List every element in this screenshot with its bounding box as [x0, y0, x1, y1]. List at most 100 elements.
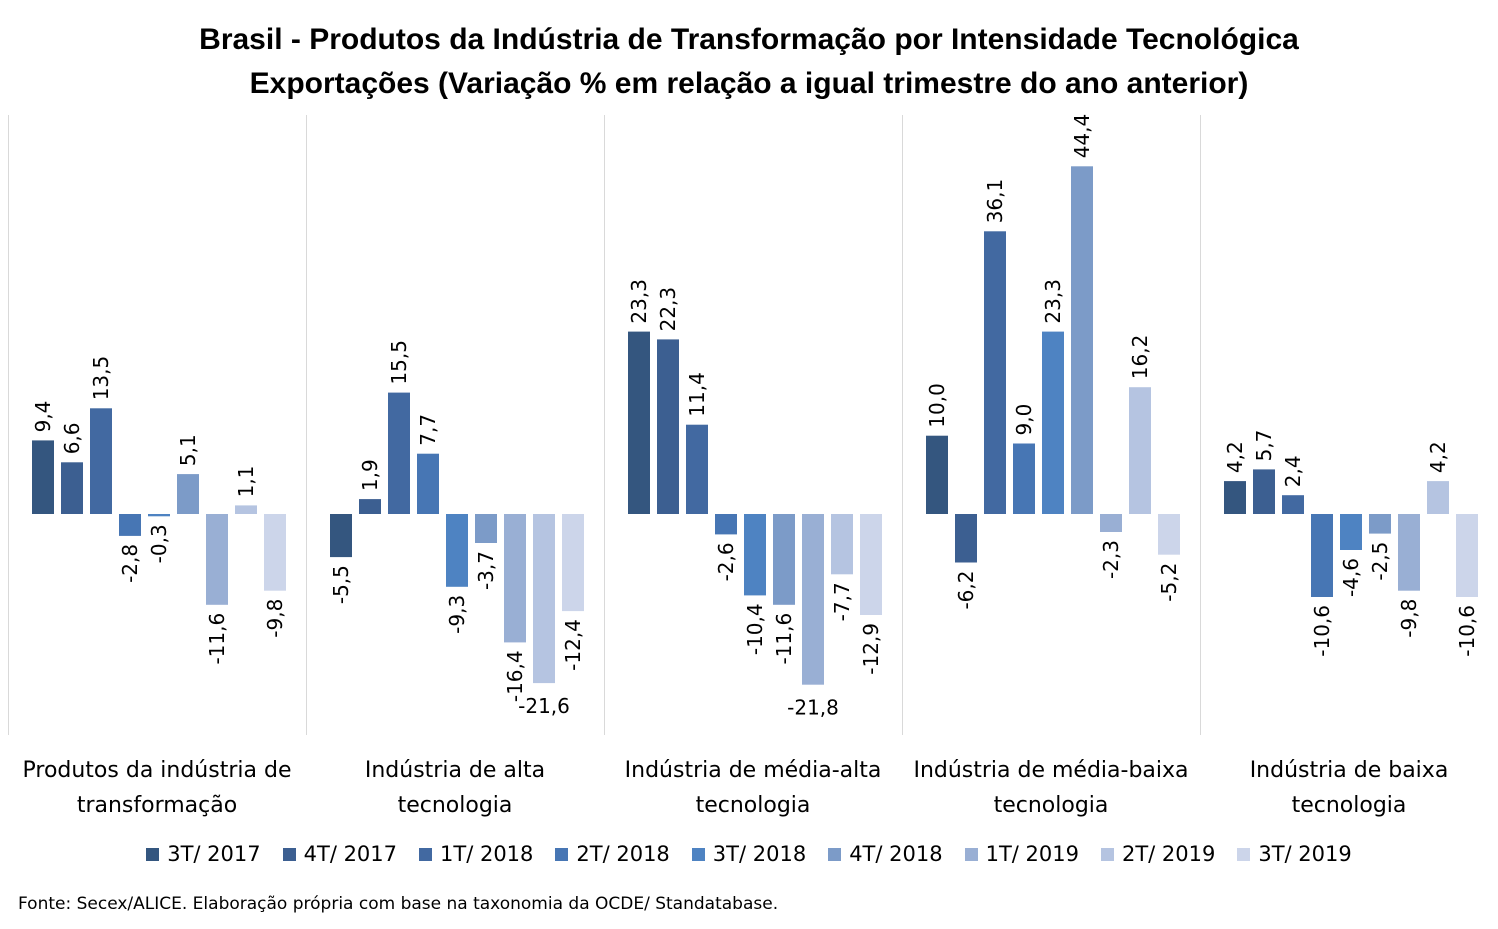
legend-label: 4T/ 2017 — [303, 842, 398, 866]
bar — [1013, 443, 1035, 514]
data-label: -12,4 — [561, 619, 585, 671]
legend-swatch — [1237, 847, 1251, 861]
bar — [1427, 481, 1449, 514]
data-label: 5,7 — [1252, 430, 1276, 462]
data-label: 23,3 — [627, 279, 651, 324]
category-label: Indústria de baixa — [1250, 758, 1449, 783]
bar — [1253, 469, 1275, 514]
legend-swatch — [691, 847, 705, 861]
bar — [831, 514, 853, 575]
bar — [628, 331, 650, 514]
category-label: Indústria de média-alta — [625, 758, 882, 783]
data-label: 5,1 — [176, 434, 200, 466]
bar — [1398, 514, 1420, 591]
data-label: 1,1 — [234, 466, 258, 498]
data-label: -5,5 — [329, 565, 353, 604]
category-label: tecnologia — [994, 793, 1109, 818]
legend-label: 4T/ 2018 — [849, 842, 943, 866]
bar — [860, 514, 882, 615]
data-label: -3,7 — [474, 551, 498, 590]
bar — [177, 474, 199, 514]
legend-swatch — [419, 847, 433, 861]
category-label: Indústria de alta — [365, 758, 545, 783]
bar — [955, 514, 977, 563]
data-label: -2,5 — [1368, 542, 1392, 581]
data-label: 15,5 — [387, 340, 411, 385]
data-label: 9,4 — [31, 401, 55, 433]
bar — [1456, 514, 1478, 597]
data-label: 4,2 — [1426, 441, 1450, 473]
category-label: tecnologia — [398, 793, 513, 818]
bar — [32, 440, 54, 514]
chart-title: Brasil - Produtos da Indústria de Transf… — [0, 18, 1498, 106]
data-label: -16,4 — [503, 650, 527, 702]
legend-swatch — [1100, 847, 1114, 861]
bar — [504, 514, 526, 643]
data-label: -0,3 — [147, 524, 171, 563]
data-label: 36,1 — [983, 179, 1007, 224]
data-label: 1,9 — [358, 459, 382, 491]
bar — [686, 424, 708, 514]
data-label: -12,9 — [859, 623, 883, 675]
data-label: 13,5 — [89, 356, 113, 401]
source-note: Fonte: Secex/ALICE. Elaboração própria c… — [18, 894, 779, 914]
data-label: 7,7 — [416, 414, 440, 446]
chart-subtitle: Exportações (Variação % em relação a igu… — [249, 67, 1249, 100]
legend-swatch — [555, 847, 569, 861]
legend-swatch — [964, 847, 978, 861]
legend-swatch — [828, 847, 842, 861]
bar — [119, 514, 141, 536]
bar — [148, 514, 170, 517]
legend-item: 2T/ 2018 — [555, 842, 670, 866]
category-label: Produtos da indústria de — [23, 758, 292, 783]
legend-item: 1T/ 2018 — [419, 842, 533, 866]
bar — [1158, 514, 1180, 555]
data-label: -2,6 — [714, 542, 738, 581]
legend-label: 2T/ 2019 — [1121, 842, 1216, 866]
bar — [533, 514, 555, 684]
chart-title-line-1: Brasil - Produtos da Indústria de Transf… — [199, 23, 1299, 56]
data-label: -21,6 — [518, 694, 570, 718]
legend-item: 1T/ 2019 — [964, 842, 1079, 866]
data-label: 6,6 — [60, 422, 84, 454]
bar — [1311, 514, 1333, 597]
data-label: 11,4 — [685, 372, 709, 417]
bar — [417, 453, 439, 514]
bar — [657, 339, 679, 514]
bar — [330, 514, 352, 558]
bar — [90, 408, 112, 514]
data-label: 44,4 — [1070, 114, 1094, 159]
bar-chart: 9,46,613,5 -2,8-0,3 5,1 -11,6 1,1 -9,8 Produto… — [8, 114, 1479, 818]
data-label: -2,8 — [118, 544, 142, 583]
data-label: 9,0 — [1012, 404, 1036, 436]
category-label: tecnologia — [1292, 793, 1407, 818]
legend-label: 1T/ 2019 — [985, 842, 1079, 866]
bar — [1071, 166, 1093, 515]
legend-swatch — [146, 847, 160, 861]
bar — [206, 514, 228, 605]
bar — [715, 514, 737, 535]
bar — [446, 514, 468, 587]
bar — [562, 514, 584, 612]
bar — [984, 231, 1006, 515]
bar — [1042, 331, 1064, 514]
legend-item: 4T/ 2017 — [282, 842, 398, 866]
bar — [773, 514, 795, 605]
data-label: -21,8 — [787, 696, 839, 720]
data-label: -9,3 — [445, 595, 469, 634]
legend-item: 2T/ 2019 — [1100, 842, 1216, 866]
data-label: -11,6 — [205, 613, 229, 665]
bar — [1129, 387, 1151, 514]
category-label: Indústria de média-baixa — [913, 758, 1188, 783]
category-label: transformação — [77, 793, 237, 818]
chart-legend: 3T/ 2017 4T/ 2017 1T/ 2018 2T/ 2018 3T/ 2018… — [0, 842, 1498, 866]
bar — [61, 462, 83, 514]
data-label: 2,4 — [1281, 455, 1305, 487]
data-label: -9,8 — [263, 599, 287, 638]
legend-item: 4T/ 2018 — [828, 842, 943, 866]
data-label: 22,3 — [656, 287, 680, 332]
bar — [1224, 481, 1246, 514]
data-label: 23,3 — [1041, 279, 1065, 324]
data-label: -5,2 — [1157, 563, 1181, 602]
bar — [926, 435, 948, 514]
